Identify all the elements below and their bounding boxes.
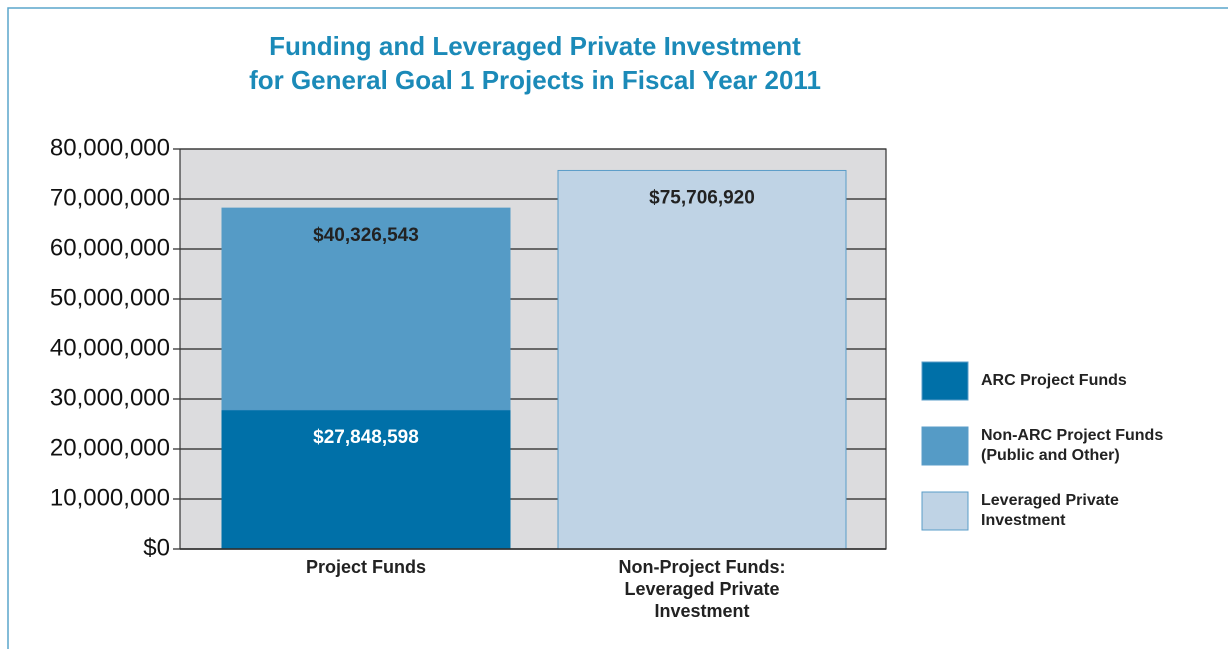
plot-border <box>179 148 887 550</box>
y-tick-label: 50,000,000 <box>50 284 170 311</box>
legend-label: Non-ARC Project Funds (Public and Other) <box>981 427 1164 464</box>
bar-segment <box>221 207 511 411</box>
y-tick-label: 70,000,000 <box>50 184 170 211</box>
y-tick-label: 20,000,000 <box>50 434 170 461</box>
legend-swatch <box>921 361 969 401</box>
chart-title: Funding and Leveraged Private Investment <box>269 31 801 61</box>
y-tick-label: $0 <box>143 534 170 561</box>
y-tick-label: 40,000,000 <box>50 334 170 361</box>
value-label: $40,326,543 <box>313 225 419 246</box>
legend-swatch <box>921 426 969 466</box>
legend-label: ARC Project Funds <box>981 372 1127 389</box>
x-tick-label: Non-Project Funds: Leveraged Private Inv… <box>618 557 786 621</box>
y-tick-label: 10,000,000 <box>50 484 170 511</box>
chart-title: for General Goal 1 Projects in Fiscal Ye… <box>249 65 821 95</box>
value-label: $27,848,598 <box>313 427 419 448</box>
page-border <box>7 7 1228 649</box>
legend-label: Leveraged Private Investment <box>981 492 1119 529</box>
y-tick-label: 80,000,000 <box>50 134 170 161</box>
y-tick-label: 30,000,000 <box>50 384 170 411</box>
y-tick-label: 60,000,000 <box>50 234 170 261</box>
bar-segment <box>557 169 847 550</box>
legend-swatch <box>921 491 969 531</box>
x-tick-label: Project Funds <box>305 557 426 577</box>
value-label: $75,706,920 <box>649 187 755 208</box>
